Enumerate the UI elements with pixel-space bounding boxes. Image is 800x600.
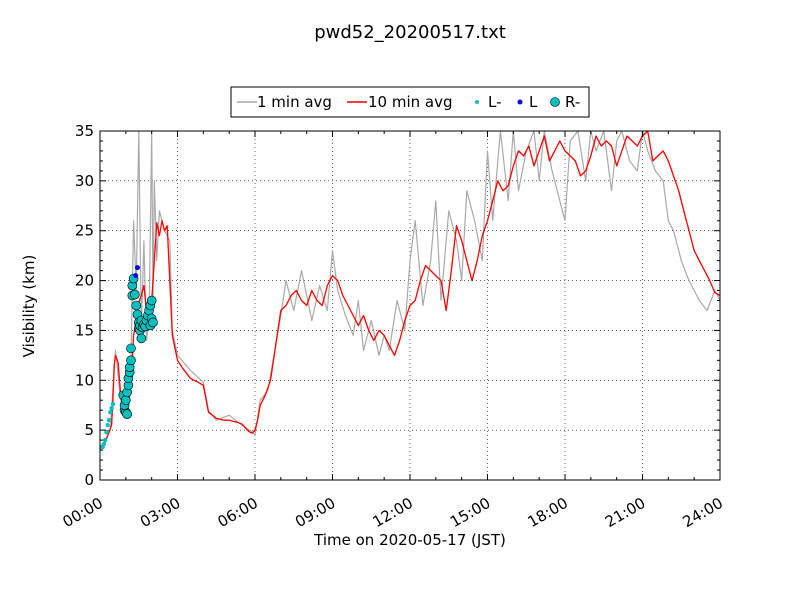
series-10min-avg	[99, 130, 721, 448]
y-axis-label: Visibility (km)	[20, 255, 38, 358]
point-Rminus	[126, 355, 136, 366]
point-Rminus	[148, 317, 158, 328]
legend-label-Lminus: L-	[488, 93, 502, 111]
line-1min-avg	[99, 130, 721, 451]
point-L	[134, 265, 140, 271]
point-Lminus	[105, 422, 110, 428]
legend-label-10min: 10 min avg	[368, 93, 453, 111]
legend-swatch-L	[517, 99, 523, 105]
chart-title: pwd52_20200517.txt	[314, 22, 506, 43]
y-tick-label: 5	[84, 421, 94, 439]
point-L	[133, 273, 139, 279]
legend-box	[230, 86, 590, 118]
point-Lminus	[108, 409, 113, 415]
point-Lminus	[106, 417, 112, 423]
legend-label-1min: 1 min avg	[257, 93, 332, 111]
legend: 1 min avg 10 min avg L- L R-	[230, 86, 590, 118]
point-Rminus	[126, 343, 136, 354]
series-1min-avg	[99, 130, 721, 451]
y-tick-label: 35	[75, 122, 94, 140]
legend-swatch-Rminus	[550, 97, 560, 107]
point-Lminus	[101, 441, 107, 447]
point-Lminus	[109, 406, 114, 411]
legend-label-L: L	[529, 93, 538, 111]
point-Lminus	[104, 429, 109, 435]
y-tick-label: 15	[75, 321, 94, 339]
point-Rminus	[136, 333, 147, 344]
y-tick-label: 0	[84, 471, 94, 489]
series-precip-points	[100, 265, 158, 450]
y-axis: 0 5 10 15 20 25 30 35	[75, 122, 720, 489]
legend-label-Rminus: R-	[565, 93, 580, 111]
line-10min-avg	[99, 130, 721, 448]
point-Rminus	[146, 295, 157, 306]
x-axis-label: Time on 2020-05-17 (JST)	[313, 531, 506, 549]
grid-lines	[100, 131, 720, 480]
point-Lminus	[102, 437, 108, 443]
point-Rminus	[130, 289, 140, 300]
point-Rminus	[131, 300, 141, 311]
y-tick-label: 25	[75, 222, 94, 240]
y-tick-label: 20	[75, 272, 94, 290]
y-tick-label: 10	[75, 371, 94, 389]
legend-swatch-Lminus	[475, 100, 479, 104]
y-tick-label: 30	[75, 172, 94, 190]
point-Lminus	[110, 402, 116, 407]
point-Rminus	[121, 395, 131, 406]
point-Rminus	[122, 409, 132, 419]
